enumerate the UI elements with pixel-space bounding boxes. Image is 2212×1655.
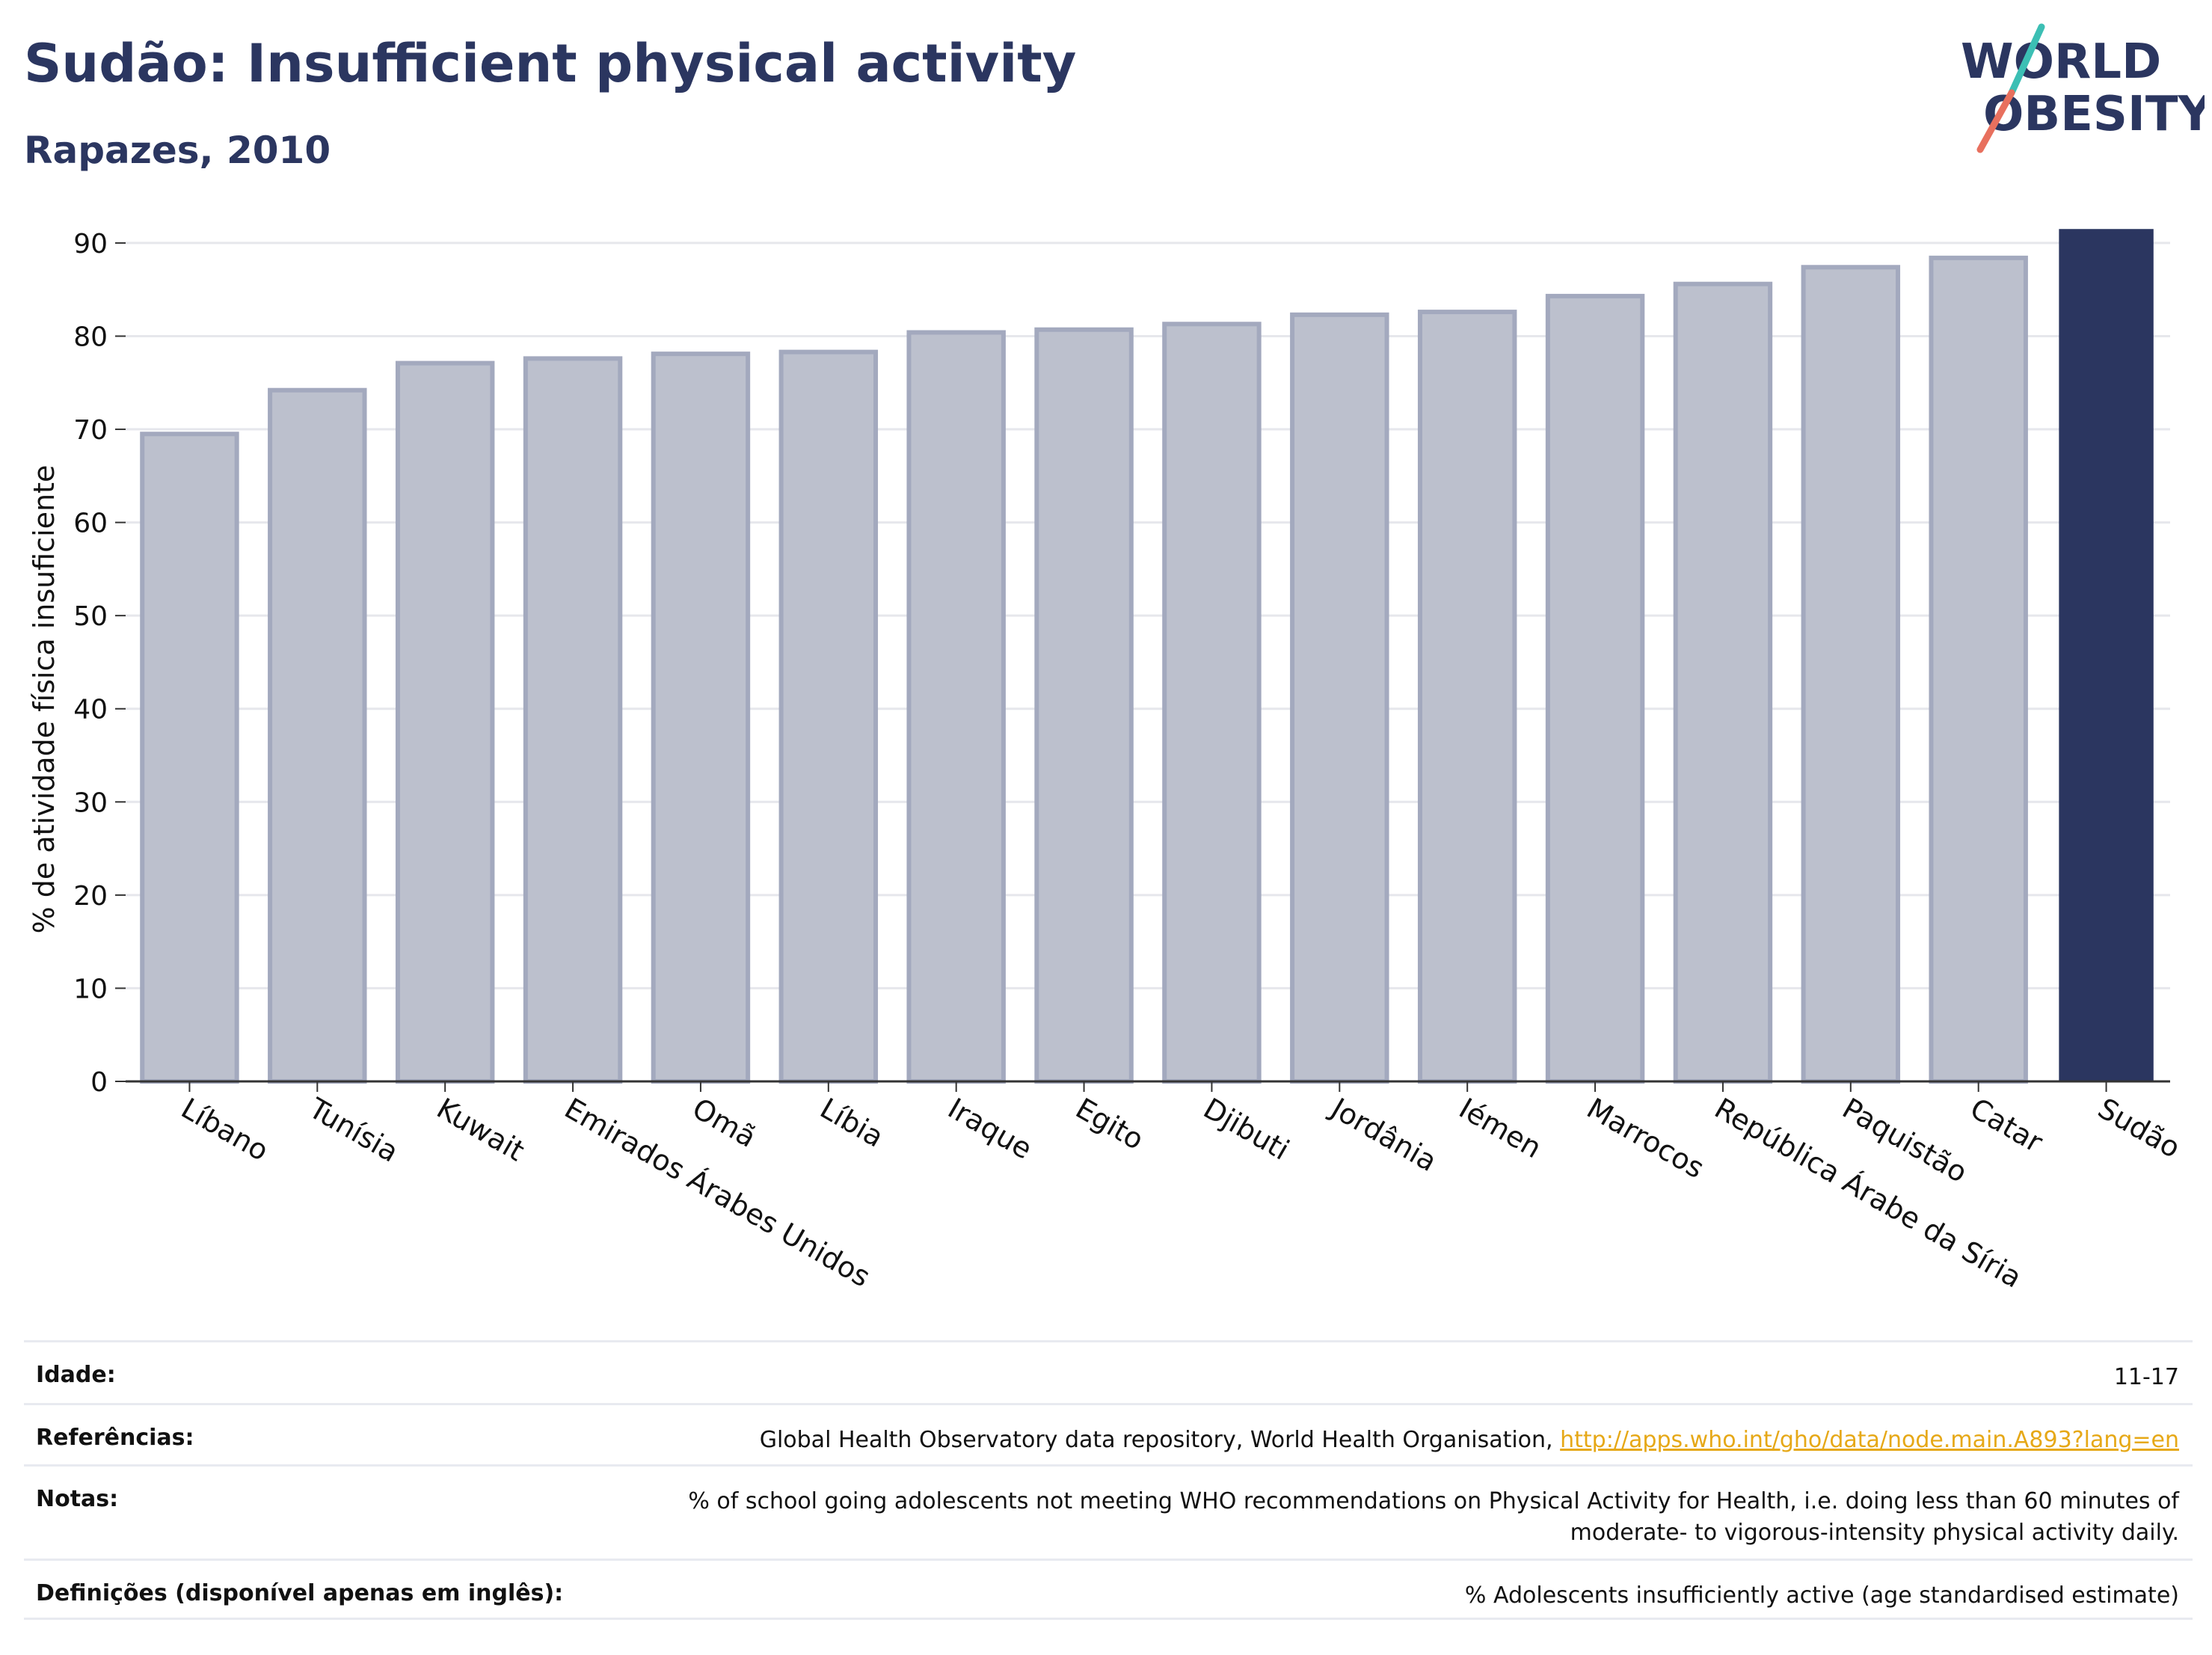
bar [1673,281,1773,1084]
x-tick-label: Iraque [942,1092,1037,1166]
x-tick-label: Catar [1964,1092,2048,1159]
meta-label-definitions: Definições (disponível apenas em inglês)… [36,1580,564,1606]
reference-text: Global Health Observatory data repositor… [759,1427,1553,1453]
meta-row-references: Referências: Global Health Observatory d… [24,1403,2193,1464]
bar [268,387,367,1084]
bar [1162,322,1262,1084]
bar [651,351,751,1084]
y-tick-label: 10 [73,974,108,1004]
y-tick-label: 70 [73,415,108,446]
bar [395,360,495,1084]
bar [1290,312,1389,1084]
y-tick-label: 30 [73,787,108,818]
meta-label-notes: Notas: [36,1486,119,1512]
x-tick-label: Jordânia [1324,1091,1443,1178]
y-tick-label: 90 [73,229,108,260]
meta-label-references: Referências: [36,1425,194,1451]
bar [906,330,1006,1084]
y-tick-label: 0 [90,1067,108,1098]
x-tick-label: Omã [686,1092,761,1154]
bar [1034,327,1134,1084]
x-tick-label: Líbia [814,1092,889,1154]
logo-word-obesity: OBESITY [1983,87,2205,142]
y-tick-label: 60 [73,509,108,539]
logo-coral-stroke [1976,89,2015,153]
notes-line-1: % of school going adolescents not meetin… [688,1488,2179,1514]
meta-value-definitions: % Adolescents insufficiently active (age… [1464,1582,2179,1609]
y-tick-label: 20 [73,881,108,912]
meta-row-notes: Notas: % of school going adolescents not… [24,1464,2193,1559]
logo-word-world: WORLD [1961,34,2161,90]
y-tick-label: 40 [73,695,108,725]
meta-value-notes: % of school going adolescents not meetin… [688,1486,2179,1549]
world-obesity-logo: WORLD OBESITY [1961,23,2205,153]
x-tick-label: Egito [1070,1092,1149,1157]
logo-teal-stroke [2008,23,2045,96]
chart-title: Sudão: Insufficient physical activity [24,33,1077,94]
x-tick-label: Líbano [176,1092,274,1167]
bar [1801,265,1901,1084]
metadata-table: Idade: 11-17 Referências: Global Health … [24,1340,2193,1620]
bar [140,432,239,1084]
meta-row-age: Idade: 11-17 [24,1340,2193,1403]
bar [1545,293,1645,1084]
bar [2059,229,2154,1081]
bars [140,229,2154,1084]
bar [778,349,879,1084]
x-tick-label: Djibuti [1198,1092,1294,1167]
meta-label-age: Idade: [36,1362,116,1388]
bar [1929,255,2028,1084]
meta-value-references: Global Health Observatory data repositor… [760,1425,2179,1456]
y-tick-label: 50 [73,601,108,632]
bar [1417,310,1517,1084]
chart-subtitle: Rapazes, 2010 [24,129,331,172]
y-tick-label: 80 [73,322,108,352]
x-tick-label: Iémen [1454,1092,1547,1165]
y-axis-label: % de atividade física insuficiente [28,465,61,934]
reference-link[interactable]: http://apps.who.int/gho/data/node.main.A… [1560,1427,2179,1453]
meta-row-definitions: Definições (disponível apenas em inglês)… [24,1559,2193,1620]
x-tick-label: Marrocos [1582,1092,1710,1185]
x-tick-label: Kuwait [431,1092,530,1168]
x-tick-label: Tunísia [303,1091,404,1169]
x-tick-label: Sudão [2092,1092,2186,1165]
bar [523,356,623,1084]
notes-line-2: moderate- to vigorous-intensity physical… [1570,1520,2179,1546]
meta-value-age: 11-17 [2113,1364,2179,1390]
